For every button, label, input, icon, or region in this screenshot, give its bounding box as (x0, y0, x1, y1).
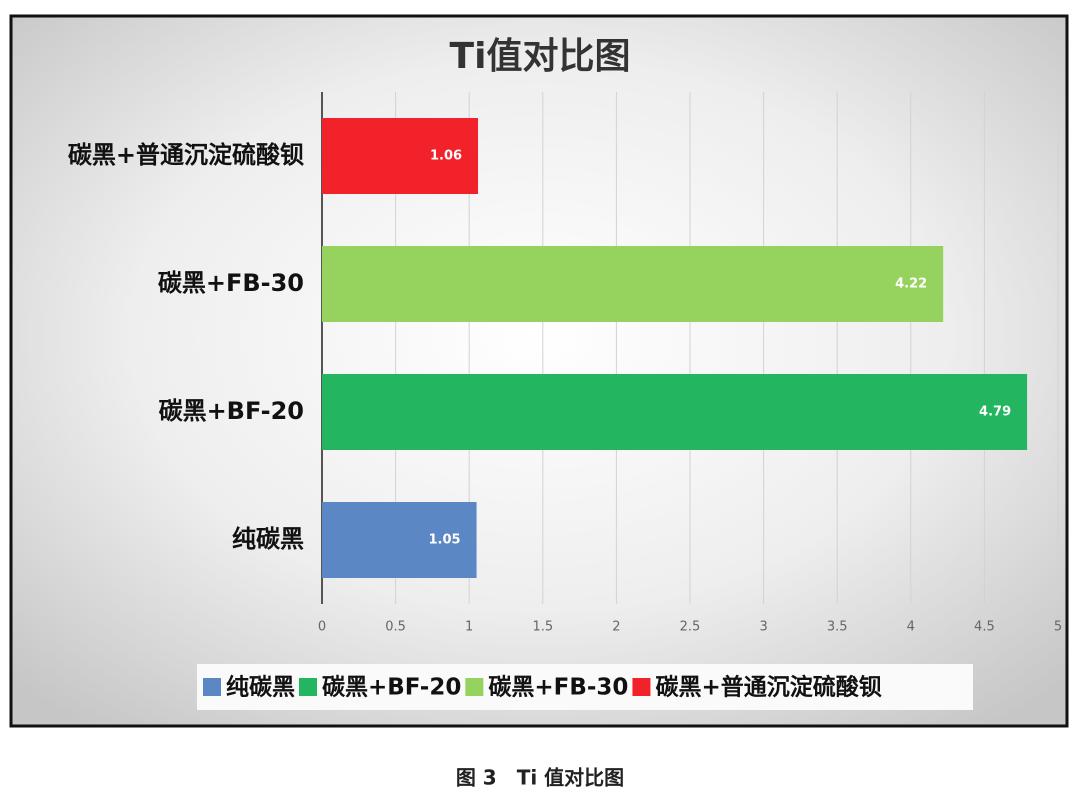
x-tick-label: 3 (759, 620, 767, 635)
legend-box (197, 664, 973, 710)
bar (322, 502, 477, 578)
legend-swatch (203, 678, 221, 696)
x-tick-label: 0.5 (385, 620, 406, 635)
chart-title: Ti值对比图 (450, 36, 631, 77)
bar (322, 118, 479, 194)
value-label: 4.22 (895, 277, 927, 292)
y-tick-label: 碳黑+FB-30 (158, 269, 304, 297)
x-tick-label: 0 (318, 620, 326, 635)
y-tick-label: 碳黑+普通沉淀硫酸钡 (68, 141, 304, 169)
value-label: 4.79 (979, 405, 1011, 420)
y-tick-label: 纯碳黑 (232, 525, 304, 553)
bar (322, 246, 944, 322)
legend-label: 碳黑+FB-30 (488, 675, 628, 701)
caption: 图 3 Ti 值对比图 (456, 766, 624, 790)
x-tick-label: 2 (612, 620, 620, 635)
legend-label: 纯碳黑 (226, 674, 295, 701)
x-tick-label: 1.5 (532, 620, 553, 635)
x-tick-label: 2.5 (680, 620, 701, 635)
x-tick-label: 5 (1054, 620, 1062, 635)
legend-swatch (465, 678, 484, 696)
x-tick-label: 3.5 (827, 620, 848, 635)
x-tick-label: 4 (907, 620, 915, 635)
legend-swatch (299, 678, 317, 696)
x-tick-label: 1 (465, 620, 473, 635)
bar (322, 374, 1028, 450)
y-tick-label: 碳黑+BF-20 (159, 397, 304, 425)
legend-label: 碳黑+BF-20 (322, 675, 461, 701)
chart-frame (9, 14, 1069, 728)
legend-label: 碳黑+普通沉淀硫酸钡 (655, 674, 881, 701)
legend-swatch (632, 678, 651, 696)
value-label: 1.05 (429, 533, 461, 548)
value-label: 1.06 (430, 149, 462, 164)
x-tick-label: 4.5 (974, 620, 995, 635)
